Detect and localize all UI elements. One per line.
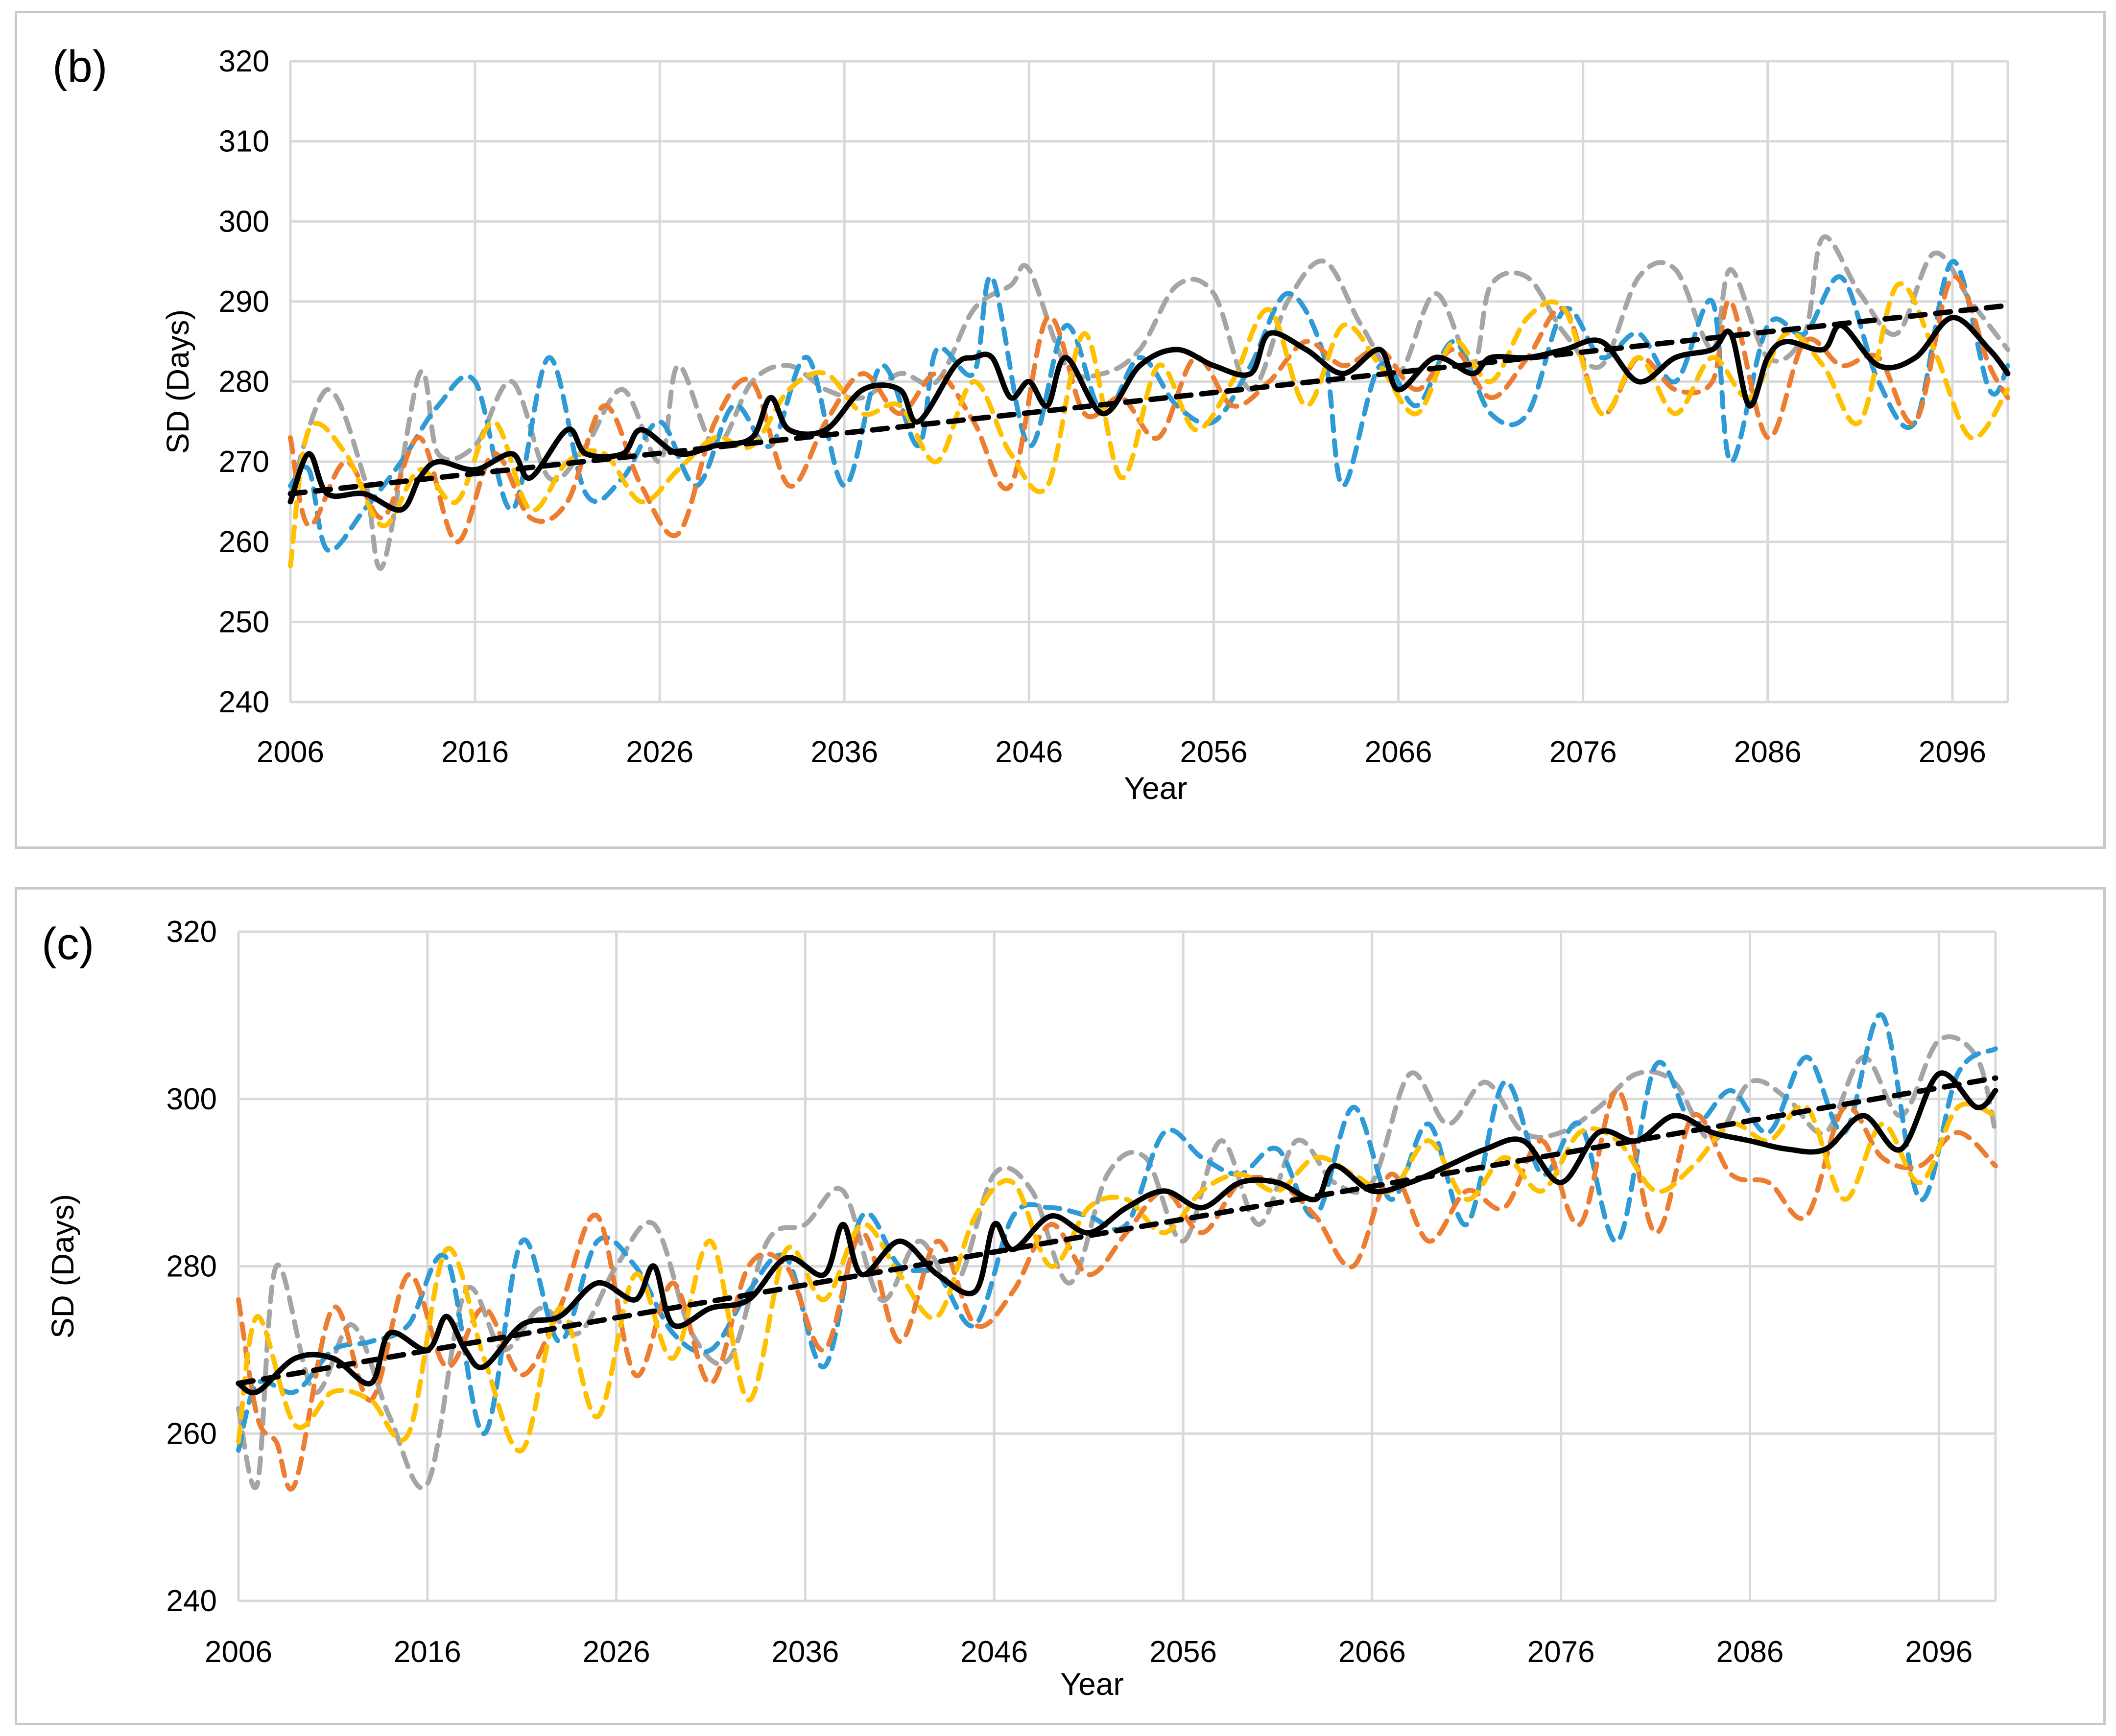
chart-panel-b: 240 250 260 270 280 290 300 310 320 2006 2016 2026… [15, 11, 2106, 849]
y-axis-title-c: SD (Days) [45, 1194, 80, 1338]
x-tick-label-b-2056: 2056 [1180, 735, 1248, 769]
y-tick-label-c-300: 300 [166, 1082, 217, 1116]
x-axis-title-b: Year [1124, 771, 1187, 806]
y-tick-label-b-320: 320 [219, 45, 269, 78]
x-tick-label-c-2036: 2036 [771, 1635, 839, 1669]
series-line-b-gray [288, 234, 2010, 571]
x-tick-label-b-2036: 2036 [810, 735, 878, 769]
x-tick-label-c-2086: 2086 [1716, 1635, 1783, 1669]
series-line-b-yellow [288, 281, 2010, 568]
y-tick-labels-c: 240 260 280 300 320 [166, 915, 217, 1618]
series-line-b-black [287, 315, 2011, 513]
y-axis-title-b: SD (Days) [160, 309, 195, 454]
y-tick-label-b-280: 280 [219, 365, 269, 399]
x-tick-labels-c: 2006 2016 2026 2036 2046 2056 2066 2076 2086 2096 [205, 1635, 1973, 1669]
x-tick-label-c-2046: 2046 [960, 1635, 1028, 1669]
x-tick-label-c-2076: 2076 [1527, 1635, 1595, 1669]
x-tick-label-b-2016: 2016 [441, 735, 509, 769]
y-tick-label-b-300: 300 [219, 205, 269, 238]
y-tick-label-c-320: 320 [166, 915, 217, 949]
x-tick-label-b-2006: 2006 [257, 735, 324, 769]
x-tick-label-c-2026: 2026 [583, 1635, 650, 1669]
y-tick-label-b-270: 270 [219, 445, 269, 479]
x-tick-label-b-2026: 2026 [626, 735, 693, 769]
y-tick-label-b-310: 310 [219, 125, 269, 159]
x-tick-label-c-2016: 2016 [394, 1635, 461, 1669]
panel-label-c: (c) [42, 919, 94, 969]
chart-b-svg: 240 250 260 270 280 290 300 310 320 2006 2016 2026… [52, 42, 2011, 806]
panel-label-b: (b) [52, 42, 107, 92]
y-tick-label-c-260: 260 [166, 1417, 217, 1451]
x-tick-label-c-2056: 2056 [1149, 1635, 1217, 1669]
series-line-c-blue [236, 1012, 1998, 1453]
x-tick-label-b-2076: 2076 [1549, 735, 1617, 769]
x-tick-label-b-2066: 2066 [1365, 735, 1432, 769]
series-line-c-orange [236, 1088, 1998, 1492]
y-tick-label-b-240: 240 [219, 685, 269, 719]
x-tick-label-c-2066: 2066 [1338, 1635, 1406, 1669]
series-layer-c [236, 1012, 1998, 1492]
series-line-c-trend [236, 1075, 1998, 1386]
series-line-c-yellow [236, 1101, 1998, 1454]
y-tick-label-c-240: 240 [166, 1584, 217, 1618]
chart-panel-c: 240 260 280 300 320 2006 2016 2026 2036 2046 2056… [15, 887, 2106, 1725]
chart-c-svg: 240 260 280 300 320 2006 2016 2026 2036 2046 2056… [42, 915, 1998, 1702]
series-layer-b [287, 234, 2011, 571]
x-tick-label-c-2006: 2006 [205, 1635, 272, 1669]
x-tick-labels-b: 2006 2016 2026 2036 2046 2056 2066 2076 2086 2096 [257, 735, 1986, 769]
y-tick-label-c-280: 280 [166, 1250, 217, 1284]
x-tick-label-b-2086: 2086 [1734, 735, 1802, 769]
x-tick-label-c-2096: 2096 [1905, 1635, 1973, 1669]
x-axis-title-c: Year [1060, 1666, 1123, 1702]
x-tick-label-b-2096: 2096 [1919, 735, 1986, 769]
y-tick-label-b-250: 250 [219, 605, 269, 639]
series-line-b-trend [287, 303, 2011, 497]
y-tick-label-b-260: 260 [219, 525, 269, 559]
series-line-b-orange [288, 274, 2010, 544]
grid-c [237, 930, 1997, 1602]
x-tick-label-b-2046: 2046 [995, 735, 1063, 769]
y-tick-labels-b: 240 250 260 270 280 290 300 310 320 [219, 45, 269, 719]
series-line-c-gray [236, 1034, 1998, 1491]
y-tick-label-b-290: 290 [219, 285, 269, 319]
